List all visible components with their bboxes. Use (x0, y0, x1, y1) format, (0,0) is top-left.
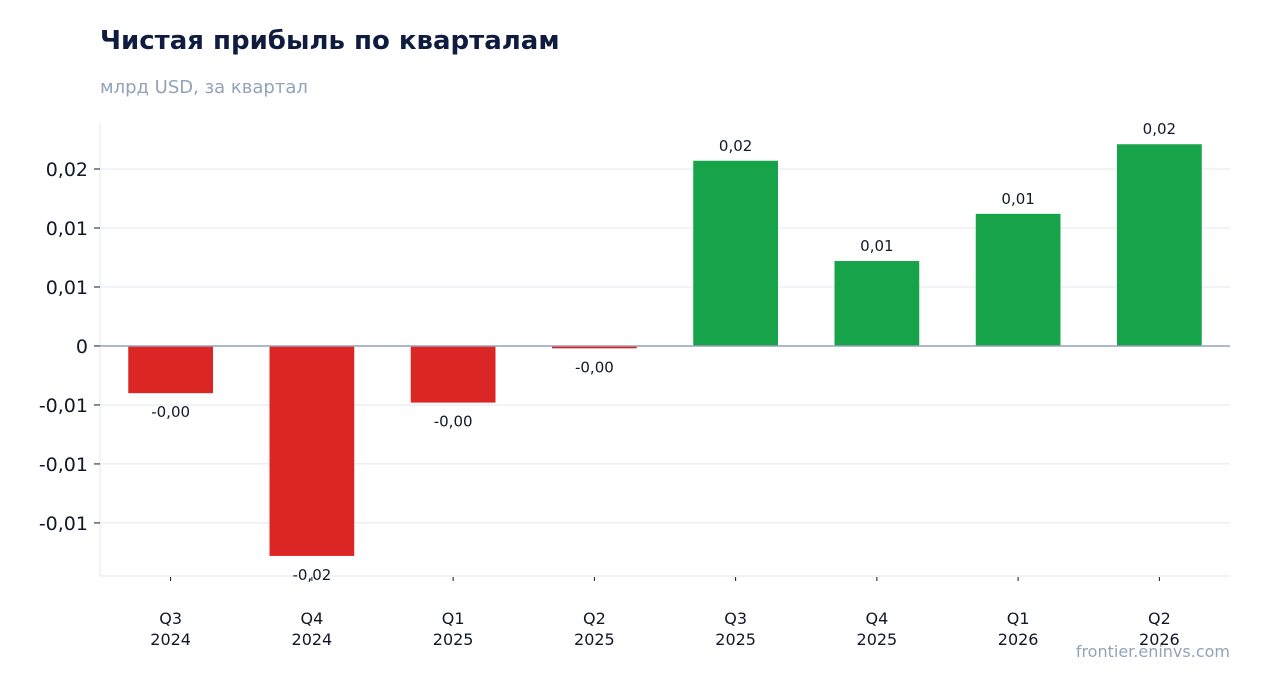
x-tick-label: Q2 (1148, 609, 1171, 628)
data-label: 0,02 (1143, 120, 1176, 138)
data-label: -0,00 (151, 403, 190, 421)
y-tick-label: 0,01 (46, 277, 88, 299)
data-label: 0,01 (1001, 190, 1034, 208)
x-tick-label: Q4 (300, 609, 323, 628)
x-tick-label: 2024 (150, 630, 191, 649)
x-tick-label: Q3 (724, 609, 747, 628)
data-label: 0,01 (860, 237, 893, 255)
bar-q3-2025 (693, 160, 778, 346)
bar-q1-2025 (410, 345, 496, 403)
y-tick-label: -0,01 (39, 454, 88, 476)
y-tick-label: -0,01 (39, 513, 88, 535)
y-tick-label: 0,02 (46, 159, 88, 181)
bar-q4-2024 (269, 345, 355, 556)
x-tick-label: 2026 (998, 630, 1039, 649)
y-tick-label: 0 (76, 336, 88, 358)
data-label: -0,02 (292, 566, 331, 584)
x-tick-label: 2025 (715, 630, 756, 649)
x-tick-label: 2025 (857, 630, 898, 649)
y-tick-label: 0,01 (46, 218, 88, 240)
x-tick-label: Q2 (583, 609, 606, 628)
x-tick-label: Q1 (442, 609, 465, 628)
chart-title: Чистая прибыль по кварталам (100, 26, 560, 56)
data-label: -0,00 (575, 358, 614, 376)
bar-q1-2026 (975, 213, 1061, 346)
y-tick-label: -0,01 (39, 395, 88, 417)
source-footer: frontier.eninvs.com (1075, 642, 1230, 661)
x-tick-label: Q1 (1007, 609, 1030, 628)
bar-q2-2025 (552, 345, 637, 349)
data-label: -0,00 (434, 413, 473, 431)
x-tick-label: 2024 (292, 630, 333, 649)
x-tick-label: 2025 (574, 630, 615, 649)
x-tick-label: Q4 (865, 609, 888, 628)
bar-q4-2025 (834, 261, 920, 346)
x-tick-label: 2026 (1139, 630, 1180, 649)
chart-subtitle: млрд USD, за квартал (100, 77, 308, 98)
bar-q3-2024 (128, 345, 213, 394)
x-tick-label: 2025 (433, 630, 474, 649)
x-tick-label: Q3 (159, 609, 182, 628)
data-label: 0,02 (719, 137, 752, 155)
bar-q2-2026 (1117, 144, 1202, 346)
